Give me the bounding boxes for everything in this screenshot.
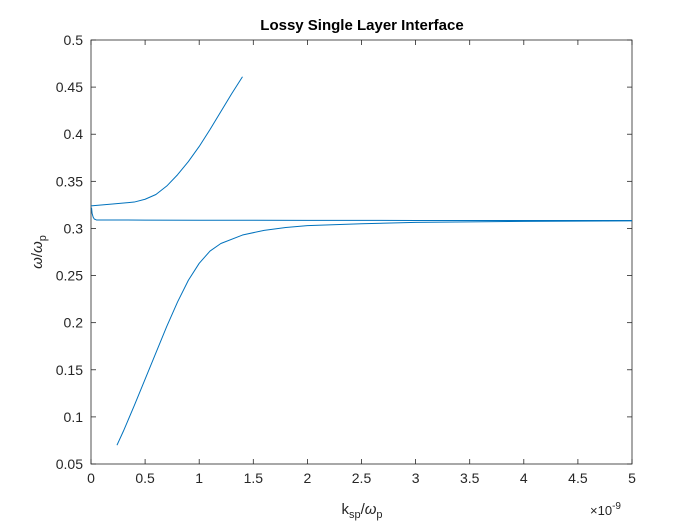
y-tick-label: 0.45 bbox=[56, 79, 83, 95]
y-tick-label: 0.25 bbox=[56, 268, 83, 284]
series-line-3 bbox=[116, 220, 633, 446]
x-tick-label: 1 bbox=[195, 470, 203, 486]
y-tick-label: 0.4 bbox=[64, 126, 84, 142]
x-axis-label: ksp/ωp bbox=[341, 501, 382, 521]
series-lines bbox=[90, 76, 633, 446]
x-tick-label: 4 bbox=[520, 470, 528, 486]
y-axis-ticks: 0.05 0.1 0.15 0.2 0.25 0.3 0.35 0.4 0.45 0.5 bbox=[56, 32, 632, 472]
y-axis-label: ω/ωp bbox=[29, 235, 49, 269]
x-tick-label: 1.5 bbox=[244, 470, 264, 486]
y-tick-label: 0.35 bbox=[56, 173, 83, 189]
y-tick-label: 0.1 bbox=[64, 409, 84, 425]
x-tick-label: 2.5 bbox=[352, 470, 372, 486]
y-tick-label: 0.15 bbox=[56, 362, 83, 378]
y-tick-label: 0.5 bbox=[64, 32, 84, 48]
y-tick-label: 0.3 bbox=[64, 220, 84, 236]
x-axis-exponent: ×10-9 bbox=[590, 501, 621, 518]
x-tick-label: 0.5 bbox=[135, 470, 155, 486]
x-tick-label: 0 bbox=[87, 470, 95, 486]
x-tick-label: 3 bbox=[412, 470, 420, 486]
plot-area bbox=[90, 39, 633, 465]
series-line-1 bbox=[90, 76, 243, 207]
x-axis-ticks: 0 0.5 1 1.5 2 2.5 3 3.5 4 4.5 5 bbox=[87, 40, 636, 486]
chart-title: Lossy Single Layer Interface bbox=[260, 17, 463, 34]
series-line-2 bbox=[91, 207, 632, 221]
x-tick-label: 3.5 bbox=[460, 470, 480, 486]
x-tick-label: 4.5 bbox=[568, 470, 588, 486]
x-tick-label: 2 bbox=[304, 470, 312, 486]
y-tick-label: 0.2 bbox=[64, 315, 84, 331]
x-tick-label: 5 bbox=[628, 470, 636, 486]
y-tick-label: 0.05 bbox=[56, 456, 83, 472]
